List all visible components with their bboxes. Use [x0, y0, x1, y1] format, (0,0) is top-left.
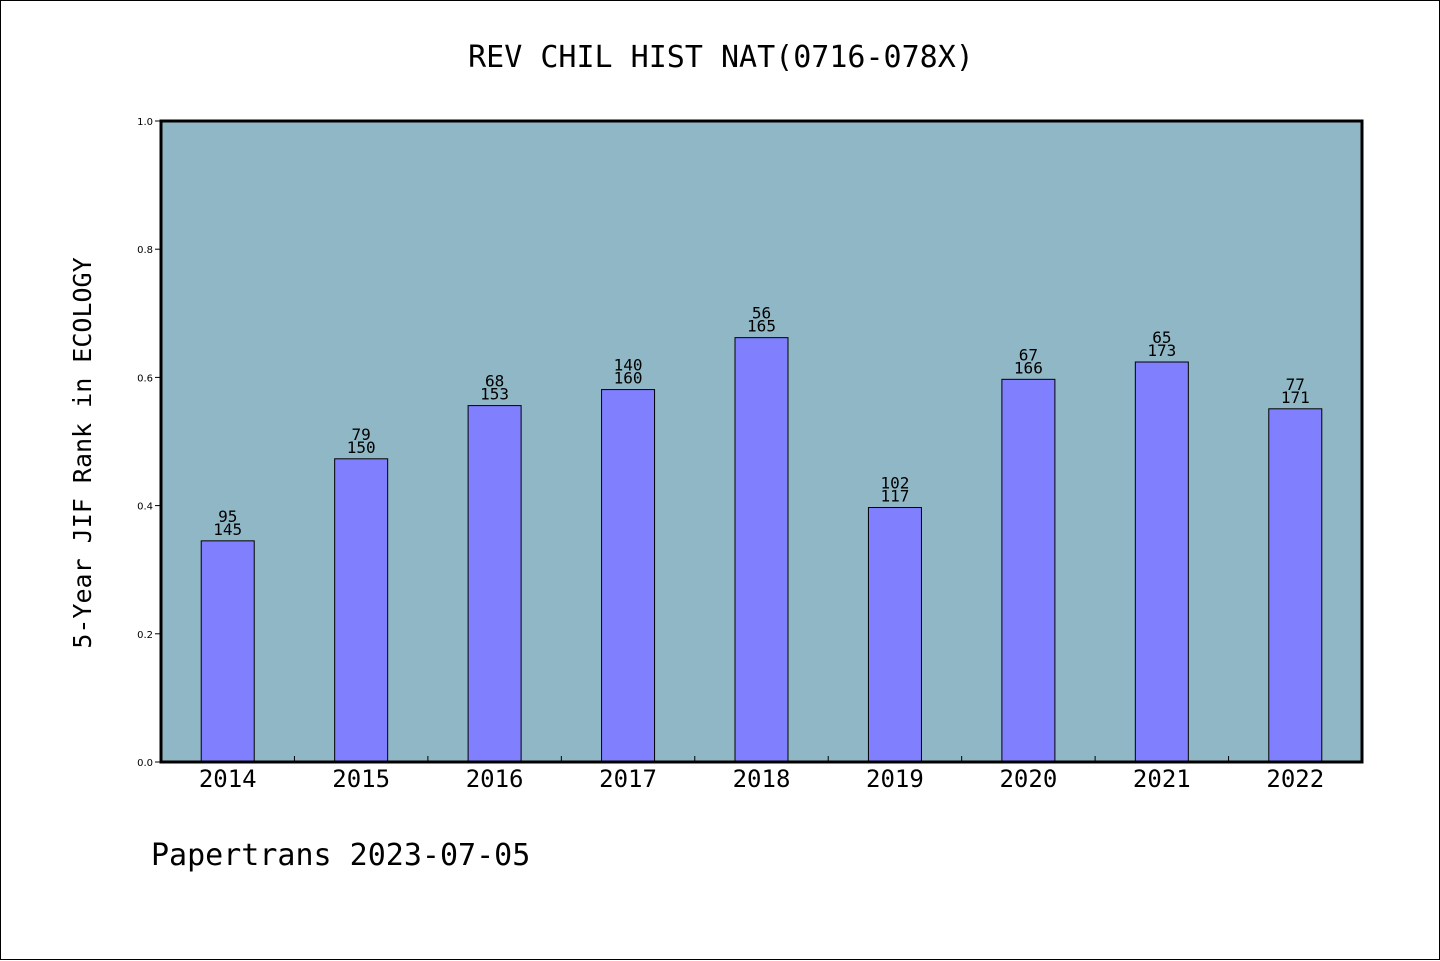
x-tick-label: 2020	[999, 765, 1057, 793]
bar-2016	[467, 405, 522, 763]
rank-label: 140	[614, 356, 643, 375]
x-tick-label: 2017	[599, 765, 657, 793]
chart-title: REV CHIL HIST NAT(0716-078X)	[468, 40, 974, 75]
plot-border	[159, 119, 1364, 764]
total-label: 166	[1014, 358, 1043, 377]
y-axis-label: 5-Year JIF Rank in ECOLOGY	[68, 257, 97, 648]
rank-label: 56	[752, 304, 771, 323]
total-label: 153	[480, 385, 509, 404]
rank-label: 102	[880, 474, 909, 493]
bar-2021	[1134, 361, 1189, 763]
y-tick-label: 0.8	[137, 245, 153, 256]
rank-label: 68	[485, 372, 504, 391]
x-tick-label: 2021	[1133, 765, 1191, 793]
bar-2014	[200, 540, 255, 763]
total-label: 150	[347, 438, 376, 457]
x-axis-ticks: 2014 2015 2016 2017 2018 2019 2020 2021 2022	[199, 756, 1324, 793]
bar-2015	[334, 458, 389, 763]
bar-2022	[1268, 408, 1323, 763]
y-axis-ticks: 0.0 0.2 0.4 0.6 0.8 1.0	[137, 117, 161, 769]
x-tick-label: 2016	[466, 765, 524, 793]
data-labels: 9514579150681531401605616510211767166651…	[213, 304, 1309, 539]
x-tick-label: 2014	[199, 765, 257, 793]
bar-2019	[867, 507, 922, 763]
y-tick-label: 1.0	[137, 117, 153, 128]
y-tick-label: 0.0	[137, 758, 153, 769]
y-tick-label: 0.2	[137, 630, 153, 641]
y-tick-label: 0.4	[137, 502, 153, 513]
footer-credit: Papertrans 2023-07-05	[151, 838, 530, 873]
bar-2017	[601, 389, 656, 763]
bar-2020	[1001, 378, 1056, 763]
total-label: 160	[614, 369, 643, 388]
bars	[200, 337, 1323, 763]
x-tick-label: 2019	[866, 765, 924, 793]
bar-2018	[734, 337, 789, 763]
rank-label: 67	[1019, 345, 1038, 364]
total-label: 145	[213, 520, 242, 539]
rank-label: 77	[1286, 375, 1305, 394]
rank-label: 79	[352, 425, 371, 444]
total-label: 171	[1281, 388, 1310, 407]
rank-label: 95	[218, 507, 237, 526]
total-label: 173	[1147, 341, 1176, 360]
x-tick-label: 2015	[332, 765, 390, 793]
y-tick-label: 0.6	[137, 373, 153, 384]
total-label: 165	[747, 317, 776, 336]
x-tick-label: 2018	[733, 765, 791, 793]
rank-label: 65	[1152, 328, 1171, 347]
total-label: 117	[880, 487, 909, 506]
x-tick-label: 2022	[1266, 765, 1324, 793]
